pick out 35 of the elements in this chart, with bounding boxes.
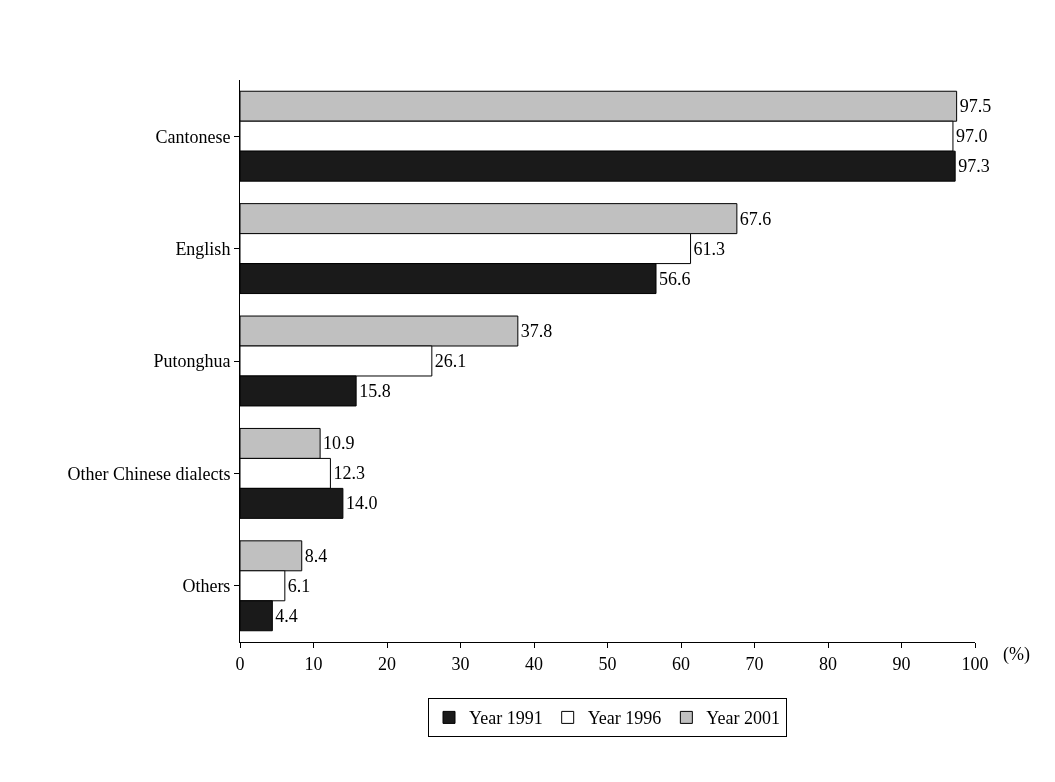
x-tick-label: 30: [451, 653, 470, 674]
x-tick-label: 0: [235, 653, 245, 674]
x-tick-label: 70: [745, 653, 764, 674]
x-tick-label: 10: [304, 653, 323, 674]
data-label: 15.8: [359, 380, 391, 401]
data-label: 14.0: [345, 493, 378, 514]
data-label: 61.3: [693, 238, 726, 259]
data-label: 4.4: [275, 605, 298, 626]
y-tick-label: Other Chinese dialects: [67, 463, 231, 484]
x-tick-label: 100: [961, 653, 989, 674]
y-tick-label: Others: [182, 576, 231, 597]
legend-label: Year 1996: [587, 708, 662, 729]
data-label: 67.6: [739, 208, 772, 229]
x-tick-label: 90: [892, 653, 911, 674]
data-label: 97.0: [955, 126, 988, 147]
x-tick-label: 40: [525, 653, 543, 674]
data-label: 10.9: [323, 433, 355, 454]
legend-label: Year 1991: [469, 708, 543, 729]
x-tick-label: 20: [378, 653, 396, 674]
data-label: 6.1: [287, 575, 311, 596]
x-tick-label: 60: [672, 653, 690, 674]
y-tick-label: Putonghua: [153, 351, 231, 372]
x-tick-label: 80: [819, 653, 837, 674]
x-tick-label: 50: [598, 653, 617, 674]
data-label: 26.1: [434, 351, 467, 371]
data-label: 97.3: [958, 156, 990, 177]
data-label: 37.8: [520, 321, 553, 342]
y-tick-label: Cantonese: [155, 126, 231, 147]
data-label: 56.6: [659, 268, 691, 289]
data-label: 8.4: [304, 545, 328, 566]
legend-label: Year 2001: [706, 708, 781, 729]
y-tick-label: English: [175, 238, 231, 259]
data-label: 12.3: [333, 463, 365, 484]
x-axis-title: (%): [1003, 644, 1030, 665]
data-label: 97.5: [959, 96, 992, 117]
